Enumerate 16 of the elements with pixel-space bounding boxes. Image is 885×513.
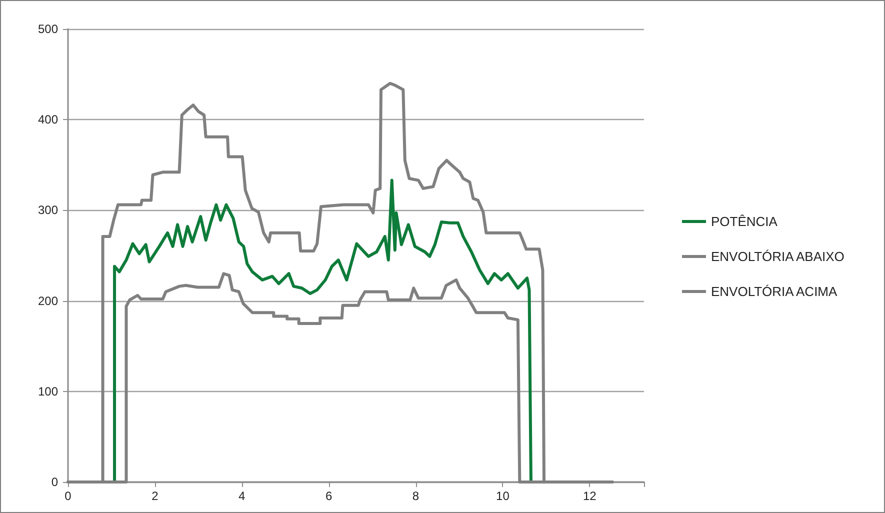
x-tick-label: 12 <box>582 489 597 503</box>
y-tick-label: 400 <box>38 112 58 127</box>
x-tick-label: 8 <box>412 489 420 503</box>
y-tick-label: 200 <box>38 294 58 308</box>
y-tick-label: 500 <box>38 22 58 36</box>
legend-label: POTÊNCIA <box>711 214 778 229</box>
legend-label: ENVOLTÓRIA ABAIXO <box>711 249 844 264</box>
x-tick-label: 0 <box>64 489 72 503</box>
x-tick-label: 4 <box>238 489 246 503</box>
x-tick-label: 6 <box>325 489 332 503</box>
x-tick-label: 2 <box>152 489 159 503</box>
y-tick-label: 300 <box>38 203 58 218</box>
y-tick-label: 0 <box>51 475 58 489</box>
y-tick-label: 100 <box>38 384 58 398</box>
legend-label: ENVOLTÓRIA ACIMA <box>711 284 838 299</box>
x-tick-label: 10 <box>496 489 510 503</box>
